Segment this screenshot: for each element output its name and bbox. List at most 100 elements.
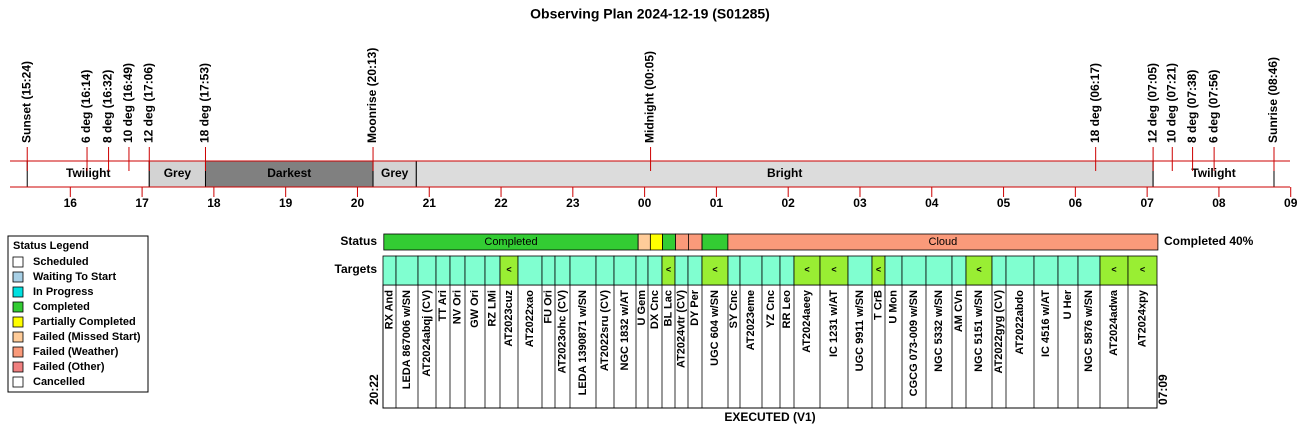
executed-label: EXECUTED (V1) <box>724 410 815 424</box>
target-name: IC 4516 w/AT <box>1040 290 1052 357</box>
target-cell <box>417 255 437 286</box>
hour-tick-label: 16 <box>64 196 78 210</box>
target-name: NGC 5151 w/SN <box>973 290 985 372</box>
executed-end: 07:09 <box>1156 374 1170 405</box>
executed-box <box>382 284 1158 409</box>
target-cell <box>464 255 486 286</box>
event-label: 12 deg (17:06) <box>141 63 155 143</box>
target-name: AT2022abdo <box>1014 290 1026 355</box>
target-marker: < <box>876 264 881 274</box>
hour-tick-label: 07 <box>1140 196 1154 210</box>
target-cell <box>541 255 556 286</box>
sky-band-label: Darkest <box>267 166 311 180</box>
legend-swatch <box>12 256 24 268</box>
sky-band-label: Grey <box>164 166 192 180</box>
legend-swatch <box>12 316 24 328</box>
target-cell <box>674 255 689 286</box>
target-marker: < <box>712 264 717 274</box>
legend-label: In Progress <box>33 286 94 298</box>
legend-label: Failed (Missed Start) <box>33 331 141 343</box>
status-segment <box>637 233 651 251</box>
target-name: AT2024xpy <box>1136 289 1148 347</box>
hour-tick-label: 06 <box>1069 196 1083 210</box>
target-cell <box>901 255 927 286</box>
target-cell <box>595 255 615 286</box>
legend-label: Waiting To Start <box>33 271 116 283</box>
target-name: U Gem <box>636 290 648 326</box>
target-name: U Mon <box>887 290 899 324</box>
target-marker: < <box>804 264 809 274</box>
status-segment <box>727 233 1159 251</box>
target-name: GW Ori <box>469 290 481 328</box>
target-name: AT2023ohc (CV) <box>556 290 568 374</box>
target-marker: < <box>1111 264 1116 274</box>
status-segment <box>688 233 703 251</box>
target-marker: < <box>666 264 671 274</box>
plan-title: Observing Plan 2024-12-19 (S01285) <box>530 6 770 22</box>
hour-tick-label: 04 <box>925 196 939 210</box>
hour-tick-label: 09 <box>1284 196 1298 210</box>
event-label: 6 deg (16:14) <box>79 70 93 143</box>
target-name: AM CVn <box>953 290 965 332</box>
target-name: CGCG 073-009 w/SN <box>908 290 920 396</box>
hour-tick-label: 02 <box>782 196 796 210</box>
target-cell <box>1033 255 1059 286</box>
event-label: Moonrise (20:13) <box>365 48 379 143</box>
target-name: TT Ari <box>437 290 449 321</box>
legend-title: Status Legend <box>13 240 89 252</box>
target-cell <box>435 255 451 286</box>
sky-band-label: Bright <box>767 166 802 180</box>
status-segment <box>649 233 663 251</box>
target-name: AT2024abqj (CV) <box>421 290 433 377</box>
target-cell <box>449 255 466 286</box>
target-name: AT2024vtr (CV) <box>675 290 687 368</box>
target-cell <box>554 255 571 286</box>
target-cell <box>793 255 821 286</box>
target-name: DX Cnc <box>649 290 661 329</box>
target-name: NV Ori <box>451 290 463 324</box>
hour-tick-label: 08 <box>1212 196 1226 210</box>
target-cell <box>517 255 543 286</box>
target-name: LEDA 867006 w/SN <box>401 290 413 389</box>
target-marker: < <box>831 264 836 274</box>
target-cell <box>779 255 795 286</box>
target-cell <box>613 255 637 286</box>
target-name: AT2023cuz <box>503 290 515 347</box>
hour-tick-label: 18 <box>207 196 221 210</box>
target-name: AT2024aeey <box>801 289 813 353</box>
target-cell <box>965 255 993 286</box>
targets-label: Targets <box>335 262 378 276</box>
legend-swatch <box>12 331 24 343</box>
target-cell <box>819 255 849 286</box>
status-segment <box>675 233 689 251</box>
target-cell <box>727 255 741 286</box>
hour-tick-label: 05 <box>997 196 1011 210</box>
event-label: Midnight (00:05) <box>643 51 657 143</box>
legend-swatch <box>12 346 24 358</box>
target-name: SY Cnc <box>728 290 740 328</box>
legend-box <box>7 235 149 393</box>
event-label: 12 deg (07:05) <box>1145 63 1159 143</box>
legend-swatch <box>12 376 24 388</box>
status-label: Status <box>340 234 377 248</box>
target-name: AT2022xao <box>524 290 536 348</box>
event-label: 18 deg (17:53) <box>198 63 212 143</box>
target-name: BL Lac <box>662 290 674 326</box>
target-marker: < <box>1140 264 1145 274</box>
target-cell <box>761 255 781 286</box>
target-cell <box>382 255 397 286</box>
hour-tick-label: 23 <box>566 196 580 210</box>
event-label: 8 deg (16:32) <box>101 70 115 143</box>
target-cell <box>1005 255 1035 286</box>
target-cell <box>884 255 903 286</box>
target-name: IC 1231 w/AT <box>828 290 840 357</box>
hour-tick-label: 00 <box>638 196 652 210</box>
target-cell <box>635 255 649 286</box>
target-cell <box>1077 255 1101 286</box>
event-label: 6 deg (07:56) <box>1206 70 1220 143</box>
status-segment <box>662 233 676 251</box>
target-name: AT2023eme <box>745 290 757 350</box>
target-name: RR Leo <box>781 290 793 329</box>
target-name: NGC 5876 w/SN <box>1083 290 1095 372</box>
